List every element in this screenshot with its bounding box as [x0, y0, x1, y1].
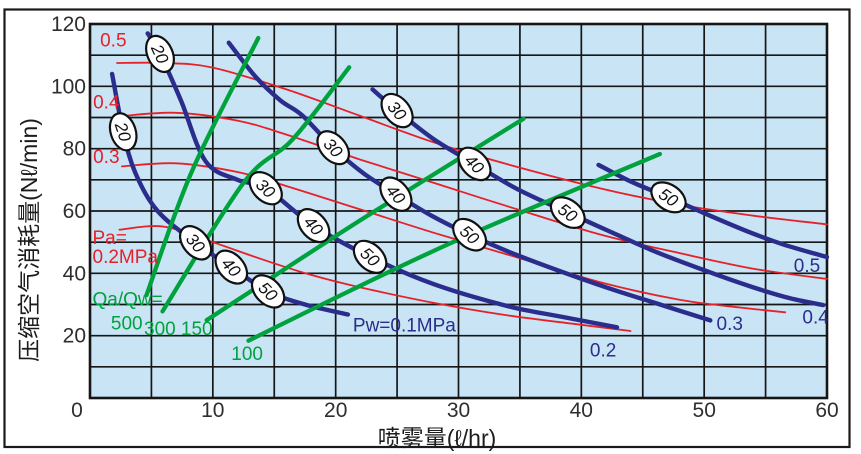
annotation-500: 500	[111, 313, 143, 334]
y-tick-100: 100	[51, 75, 86, 98]
oval-outline	[248, 171, 283, 206]
x-tick-10: 10	[201, 399, 224, 422]
annotation-0.2: 0.2	[590, 340, 616, 361]
annotation-0.5: 0.5	[100, 30, 126, 51]
annotation-300: 300	[144, 319, 176, 340]
oval-outline	[214, 249, 249, 285]
oval-outline	[549, 196, 586, 229]
curve-Pw=0.2MPa	[145, 31, 620, 330]
size-oval-40-on-Pw=0.2MPa: 40	[296, 208, 331, 244]
curve-Pa=0.4MPa	[122, 111, 828, 280]
y-tick-80: 80	[63, 138, 86, 161]
size-oval-50-on-Pw=0.2MPa: 50	[352, 239, 388, 274]
y-tick-120: 120	[51, 13, 86, 36]
curve-Pw=0.5MPa	[596, 162, 829, 260]
annotation-0.5: 0.5	[794, 256, 820, 277]
oval-outline	[352, 239, 388, 274]
curve-Pa=0.3MPa	[121, 162, 787, 314]
x-tick-20: 20	[324, 399, 347, 422]
x-tick-40: 40	[570, 399, 593, 422]
annotation-0.3: 0.3	[717, 314, 743, 335]
size-oval-40-on-Pw=0.3MPa: 40	[379, 176, 413, 212]
x-tick-50: 50	[693, 399, 716, 422]
y-tick-60: 60	[63, 200, 86, 223]
size-oval-30-on-Pw=0.1MPa: 30	[178, 225, 213, 261]
size-oval-30-on-Pw=0.2MPa: 30	[248, 171, 283, 206]
annotation-0.2MPa: 0.2MPa	[93, 247, 159, 268]
annotation-0.4: 0.4	[802, 308, 829, 329]
oval-outline	[457, 146, 492, 182]
size-oval-50-on-Pw=0.3MPa: 50	[452, 217, 488, 252]
oval-outline	[650, 181, 687, 214]
y-axis-title: 压缩空气消耗量(Nℓ/min)	[16, 118, 42, 362]
curve-Qa/Qw=500	[144, 35, 261, 298]
annotation-0.3: 0.3	[93, 147, 119, 168]
size-oval-50-on-Pw=0.5MPa: 50	[650, 181, 687, 214]
size-oval-50-on-Pw=0.1MPa: 50	[250, 274, 286, 309]
figure-frame	[3, 8, 851, 449]
annotations-layer: 0.5 0.4 0.3 Pa=0.2MPa Qa/Qw=500 300 150 100 Pw=0…	[93, 30, 830, 365]
oval-outline	[250, 274, 286, 309]
oval-outline	[316, 130, 351, 166]
oval-outline	[379, 176, 413, 212]
y-tick-40: 40	[63, 262, 86, 285]
size-oval-30-on-Pw=0.4MPa: 30	[380, 92, 414, 129]
size-oval-30-on-Pw=0.3MPa: 30	[316, 130, 351, 166]
x-tick-0: 0	[71, 399, 83, 422]
size-oval-20-on-Pw=0.2MPa: 20	[145, 34, 175, 74]
oval-outline	[452, 217, 488, 252]
oval-outline	[145, 34, 175, 74]
oval-outline	[108, 112, 138, 152]
size-oval-50-on-Pw=0.4MPa: 50	[549, 196, 586, 229]
oval-outline	[380, 92, 414, 129]
x-tick-60: 60	[815, 399, 838, 422]
curve-Qa/Qw=300	[160, 65, 352, 314]
y-tick-20: 20	[63, 325, 86, 348]
size-oval-40-on-Pw=0.1MPa: 40	[214, 249, 249, 285]
annotation-Pw=0.1MPa: Pw=0.1MPa	[353, 315, 456, 336]
curves-layer	[109, 31, 829, 343]
curve-Qa/Qw=150	[204, 116, 526, 323]
oval-outline	[296, 208, 331, 244]
oval-outline	[178, 225, 213, 261]
annotation-100: 100	[231, 344, 263, 365]
curve-Qa/Qw=100	[246, 151, 663, 343]
size-oval-20-on-Pw=0.1MPa: 20	[108, 112, 138, 152]
curve-Pw=0.4MPa	[370, 87, 826, 308]
size-oval-40-on-Pw=0.4MPa: 40	[457, 146, 492, 182]
x-axis-title: 喷雾量(ℓ/hr)	[377, 425, 497, 451]
annotation-Pa=: Pa=	[93, 228, 127, 249]
annotation-Qa/Qw=: Qa/Qw=	[93, 290, 163, 311]
annotation-0.4: 0.4	[93, 93, 120, 114]
plot-border	[88, 22, 829, 400]
annotation-150: 150	[181, 319, 213, 340]
x-tick-30: 30	[447, 399, 470, 422]
